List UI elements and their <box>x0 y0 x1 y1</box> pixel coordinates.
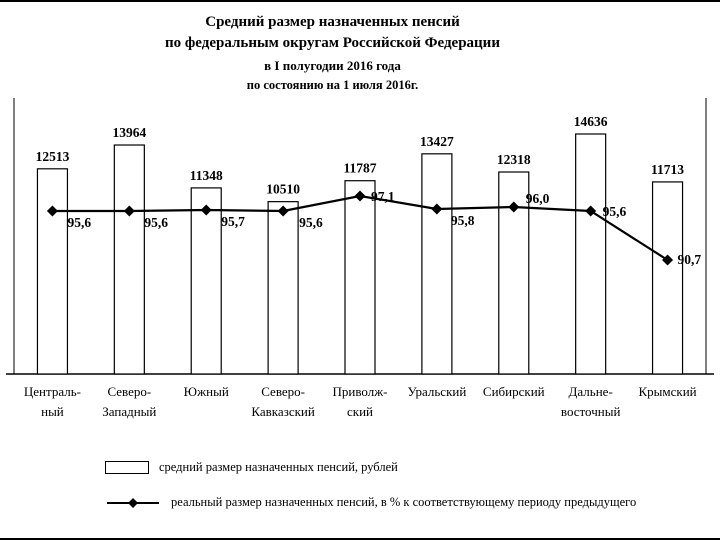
svg-text:96,0: 96,0 <box>526 191 550 206</box>
svg-text:Северо-: Северо- <box>261 384 305 399</box>
svg-text:95,7: 95,7 <box>221 214 245 229</box>
chart-canvas: 12513 13964 11348 10510 11787 13427 12318 14636… <box>6 98 714 419</box>
line-series-swatch-icon <box>107 497 159 508</box>
chart-title-block: Средний размер назначенных пенсий по фед… <box>0 12 720 94</box>
svg-text:95,8: 95,8 <box>451 213 475 228</box>
svg-text:14636: 14636 <box>574 114 608 129</box>
svg-text:ский: ский <box>347 404 373 419</box>
svg-text:Северо-: Северо- <box>107 384 151 399</box>
svg-text:95,6: 95,6 <box>67 215 91 230</box>
svg-text:95,6: 95,6 <box>299 215 323 230</box>
svg-text:Южный: Южный <box>184 384 229 399</box>
svg-text:95,6: 95,6 <box>603 204 627 219</box>
legend-label-line: реальный размер назначенных пенсий, в % … <box>171 495 637 509</box>
bar-series-swatch-icon <box>105 461 149 474</box>
svg-text:Приволж-: Приволж- <box>332 384 387 399</box>
chart-title-line4: по состоянию на 1 июля 2016г. <box>246 78 419 92</box>
svg-text:Уральский: Уральский <box>407 384 466 399</box>
svg-text:10510: 10510 <box>266 182 300 197</box>
chart-title-line1: Средний размер назначенных пенсий <box>205 14 460 30</box>
svg-text:ный: ный <box>41 404 64 419</box>
svg-text:Сибирский: Сибирский <box>483 384 545 399</box>
legend-row-line: реальный размер назначенных пенсий, в % … <box>105 495 705 510</box>
svg-text:90,7: 90,7 <box>678 252 702 267</box>
chart-title-line2: по федеральным округам Российской Федера… <box>165 35 500 51</box>
svg-text:97,1: 97,1 <box>371 189 395 204</box>
svg-text:13964: 13964 <box>112 125 146 140</box>
svg-text:Западный: Западный <box>102 404 156 419</box>
svg-text:Кавказский: Кавказский <box>251 404 314 419</box>
chart-title-line3: в I полугодии 2016 года <box>264 58 401 73</box>
svg-text:восточный: восточный <box>561 404 621 419</box>
svg-text:Крымский: Крымский <box>638 384 696 399</box>
svg-text:Централь-: Централь- <box>24 384 81 399</box>
legend-row-bars: средний размер назначенных пенсий, рубле… <box>105 460 705 475</box>
legend-label-bars: средний размер назначенных пенсий, рубле… <box>159 460 398 474</box>
svg-text:11348: 11348 <box>190 168 223 183</box>
svg-text:11787: 11787 <box>343 161 376 176</box>
chart-legend: средний размер назначенных пенсий, рубле… <box>105 460 705 530</box>
svg-text:12513: 12513 <box>36 149 70 164</box>
svg-text:12318: 12318 <box>497 152 531 167</box>
svg-text:13427: 13427 <box>420 134 454 149</box>
svg-text:11713: 11713 <box>651 162 684 177</box>
svg-text:95,6: 95,6 <box>144 215 168 230</box>
chart-area: 12513 13964 11348 10510 11787 13427 12318 14636… <box>0 94 720 444</box>
svg-text:Дальне-: Дальне- <box>569 384 613 399</box>
